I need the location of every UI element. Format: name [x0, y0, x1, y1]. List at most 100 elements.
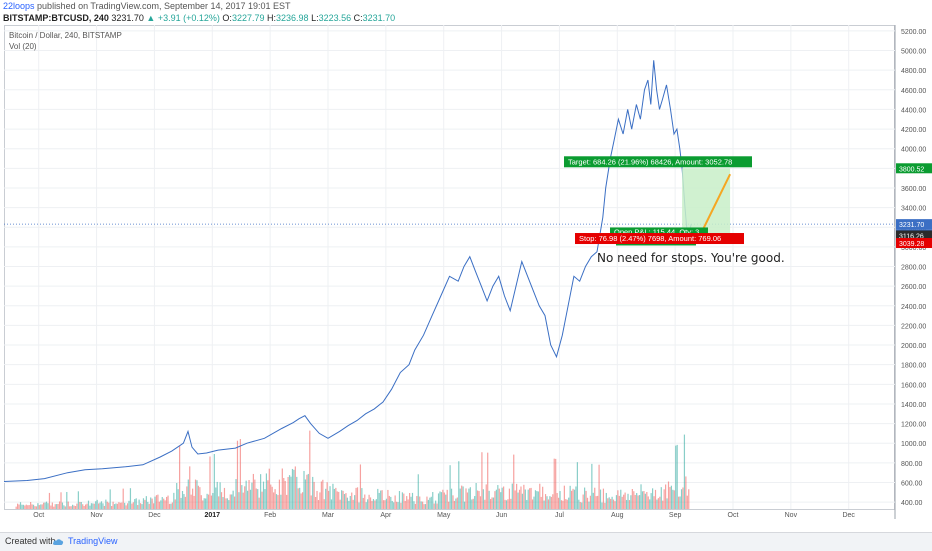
y-tick-label: 2600.00 [901, 284, 926, 291]
volume-bar [92, 503, 94, 509]
author-link[interactable]: 22loops [3, 1, 35, 11]
volume-bar [245, 480, 247, 509]
volume-bar [210, 495, 213, 509]
volume-bar [174, 499, 176, 509]
volume-bar [654, 489, 657, 509]
volume-bar [255, 488, 257, 509]
volume-bar [147, 501, 149, 509]
volume-bar [180, 497, 182, 509]
volume-bar [166, 496, 168, 509]
volume-bar [87, 500, 90, 509]
volume-bar [299, 487, 301, 509]
volume-bar [319, 492, 321, 509]
volume-bar [25, 504, 27, 509]
volume-bar [610, 498, 612, 509]
volume-bar [273, 492, 275, 509]
target-zone [682, 168, 731, 236]
volume-bar [322, 479, 324, 509]
volume-bar [142, 498, 145, 509]
volume-bar [183, 494, 185, 509]
volume-bar [458, 461, 460, 509]
volume-bar [665, 484, 667, 509]
volume-bar [393, 502, 395, 509]
y-tick-label: 5000.00 [901, 49, 926, 56]
volume-bar [491, 497, 493, 509]
volume-bar [361, 488, 363, 509]
volume-bar [189, 466, 191, 509]
volume-bar [197, 485, 200, 509]
volume-bar [283, 477, 285, 509]
volume-bar [352, 499, 354, 509]
volume-bar [410, 496, 412, 509]
volume-bar [611, 496, 613, 509]
current-price-badge: 3231.70 [899, 222, 924, 229]
volume-bar [432, 492, 434, 509]
volume-bar [474, 496, 476, 509]
volume-bar [30, 502, 32, 509]
volume-bar [543, 500, 545, 509]
volume-bar [98, 503, 100, 509]
volume-bar [335, 487, 337, 509]
volume-bar [212, 493, 214, 509]
volume-bar [15, 506, 17, 509]
volume-bar [555, 458, 557, 509]
volume-bar [76, 503, 78, 509]
volume-bar [391, 500, 393, 509]
volume-bar [277, 495, 279, 509]
volume-bar [453, 500, 456, 509]
volume-bar [617, 490, 619, 509]
volume-bar [439, 491, 441, 509]
tradingview-link[interactable]: TradingView [68, 536, 118, 546]
volume-bar [602, 488, 605, 509]
volume-bar [310, 495, 312, 509]
volume-bar [152, 503, 155, 509]
volume-bar [517, 492, 519, 509]
up-arrow-icon: ▲ [146, 13, 156, 23]
stop-label-box [575, 233, 744, 245]
volume-bar [437, 493, 440, 509]
volume-bar [669, 487, 671, 509]
volume-bar [187, 479, 189, 509]
volume-bar [481, 452, 483, 509]
volume-bar [566, 499, 568, 509]
volume-bar [66, 491, 68, 509]
volume-bar [314, 496, 317, 509]
volume-bar [498, 488, 500, 509]
volume-bar [138, 499, 140, 509]
volume-bar [461, 485, 463, 509]
chart-area[interactable]: 400.00 600.00 800.00 1000.00 1200.00 1400.00 1… [4, 25, 932, 519]
volume-bar [170, 503, 172, 509]
volume-bar [576, 462, 578, 509]
created-with-text: Created with [5, 536, 56, 546]
volume-bar [116, 503, 119, 509]
volume-bar [620, 489, 622, 509]
volume-bar [636, 493, 638, 509]
volume-bar [479, 496, 482, 509]
volume-bar [19, 502, 22, 509]
volume-bar [333, 488, 335, 509]
volume-bar [436, 503, 438, 509]
volume-bar [83, 505, 85, 509]
x-tick-label: Nov [785, 512, 798, 519]
y-tick-label: 2000.00 [901, 343, 926, 350]
y-tick-label: 1800.00 [901, 363, 926, 370]
volume-bar [433, 503, 435, 509]
volume-bar [264, 489, 266, 509]
volume-bar [244, 486, 246, 509]
price-chart[interactable]: 400.00 600.00 800.00 1000.00 1200.00 1400.00 1… [4, 25, 932, 519]
volume-bar [348, 500, 350, 509]
volume-bar [150, 497, 152, 509]
volume-bar [218, 496, 220, 509]
x-tick-label: Feb [264, 512, 276, 519]
volume-bar [89, 505, 91, 509]
volume-bar [177, 489, 179, 509]
volume-bar [287, 476, 289, 509]
volume-bar [641, 491, 644, 509]
volume-bar [278, 479, 281, 509]
volume-bar [121, 502, 123, 509]
volume-bar [384, 500, 386, 509]
volume-bar [164, 500, 166, 509]
volume-bar [313, 481, 315, 509]
y-tick-label: 4000.00 [901, 147, 926, 154]
volume-bar [368, 494, 370, 509]
